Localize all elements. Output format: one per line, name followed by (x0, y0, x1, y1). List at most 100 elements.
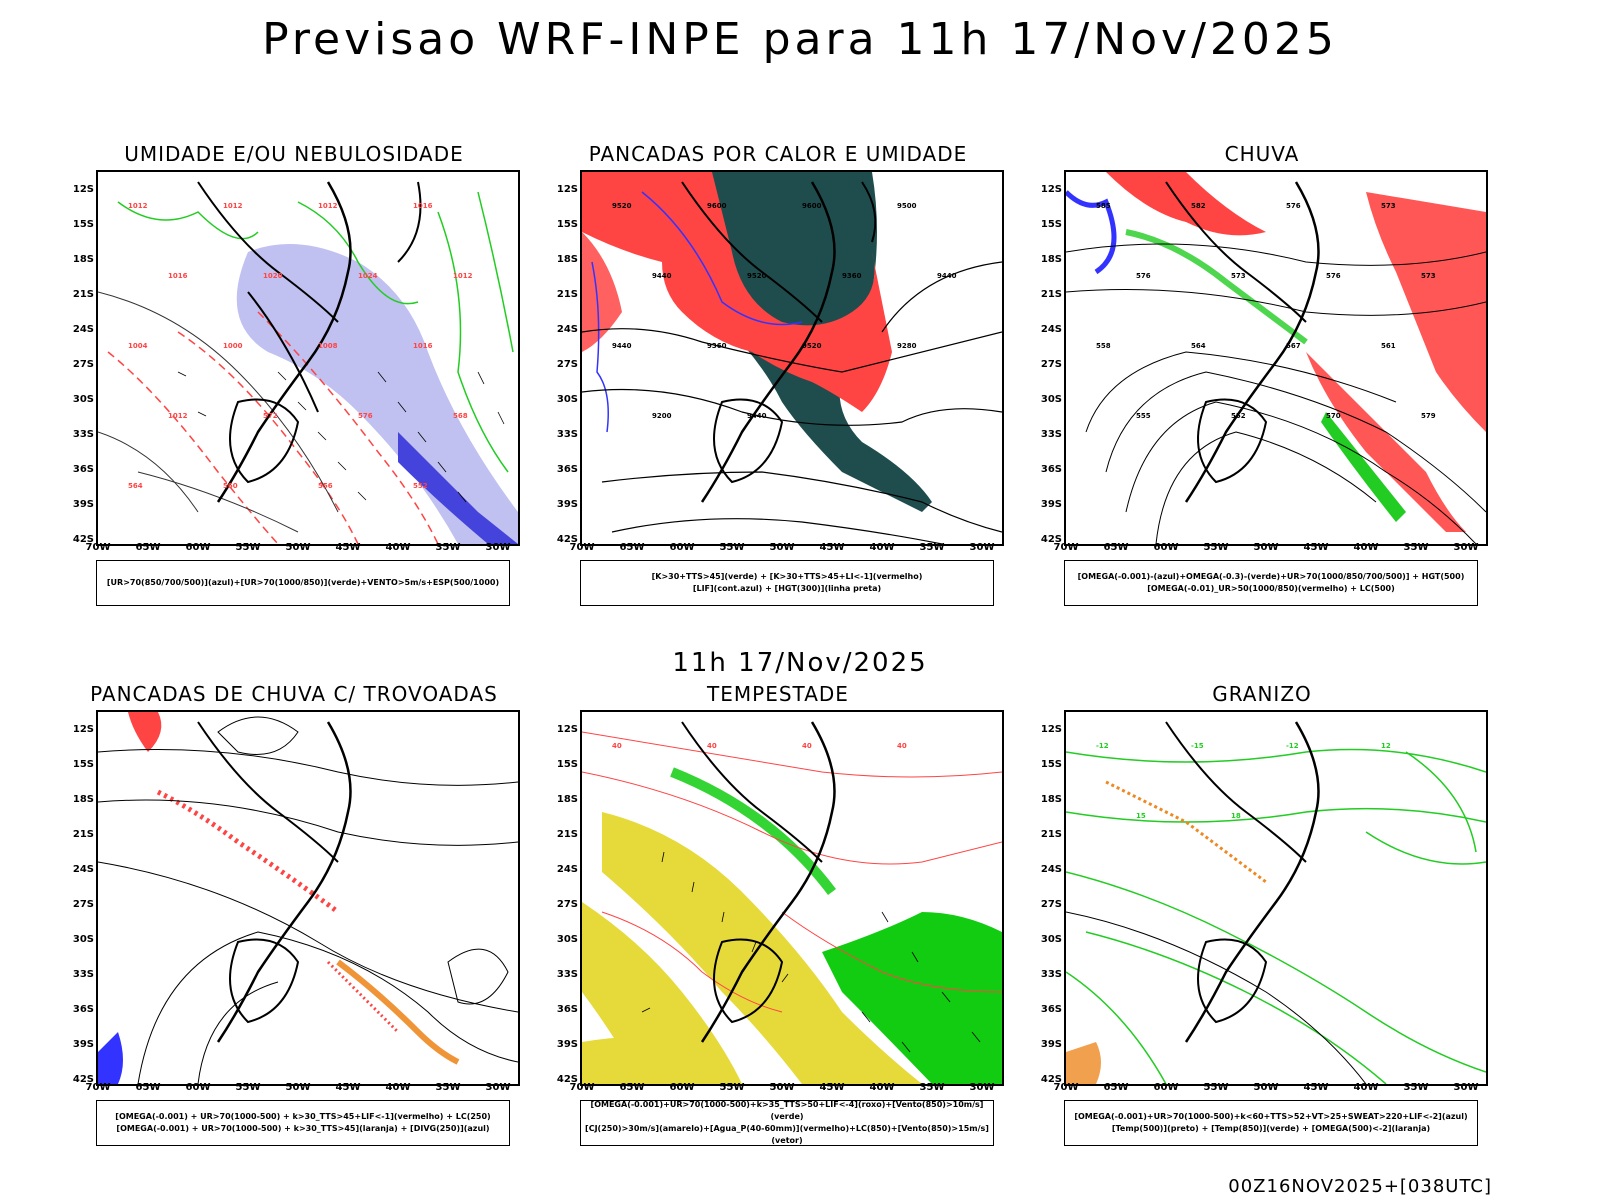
legend-line: [OMEGA(-0.001) + UR>70(1000-500) + k>30_… (115, 1112, 491, 1121)
contour-label: 564 (128, 482, 143, 490)
lon-tick-label: 65W (619, 1082, 645, 1093)
lat-tick-label: 15S (1040, 759, 1062, 770)
contour-label: 552 (413, 482, 428, 490)
lon-tick-label: 60W (669, 1082, 695, 1093)
lon-tick-label: 35W (1403, 1082, 1429, 1093)
lon-tick-label: 40W (385, 1082, 411, 1093)
contour-label: 585 (1096, 202, 1111, 210)
lat-tick-label: 39S (72, 1039, 94, 1050)
contour-label: 40 (897, 742, 907, 750)
lon-tick-label: 50W (1253, 542, 1279, 553)
lat-tick-label: 18S (556, 794, 578, 805)
lat-tick-label: 33S (72, 429, 94, 440)
lat-tick-label: 21S (1040, 289, 1062, 300)
lat-tick-label: 21S (72, 829, 94, 840)
lon-tick-label: 50W (769, 1082, 795, 1093)
lon-axis: 70W 65W 60W 55W 50W 45W 40W 35W 30W (86, 1082, 520, 1096)
contour-label: 1024 (358, 272, 378, 280)
contour-label: 1012 (128, 202, 148, 210)
map-trovoadas (96, 710, 520, 1086)
lon-tick-label: 70W (1053, 542, 1079, 553)
lon-tick-label: 50W (285, 542, 311, 553)
contour-label: -12 (1096, 742, 1109, 750)
legend-line: [LIF](cont.azul) + [HGT(300)](linha pret… (692, 584, 882, 593)
lon-tick-label: 60W (185, 542, 211, 553)
lon-tick-label: 60W (1153, 542, 1179, 553)
lat-tick-label: 30S (72, 934, 94, 945)
legend-line: [Temp(500)](preto) + [Temp(850)](verde) … (1111, 1124, 1431, 1133)
lat-tick-label: 39S (556, 499, 578, 510)
lat-tick-label: 33S (556, 429, 578, 440)
lat-tick-label: 30S (1040, 934, 1062, 945)
map-chuva: 585 582 576 573 576 573 576 573 558 564 567 561 555 5… (1064, 170, 1488, 546)
map-granizo: -12 -15 -12 12 15 18 (1064, 710, 1488, 1086)
lat-tick-label: 18S (556, 254, 578, 265)
lat-tick-label: 15S (72, 219, 94, 230)
lat-tick-label: 39S (72, 499, 94, 510)
lon-tick-label: 45W (819, 1082, 845, 1093)
lat-tick-label: 33S (1040, 429, 1062, 440)
contour-label: 9440 (652, 272, 672, 280)
legend-line: [OMEGA(-0.001)+UR>70(1000-500)+k>35_TTS>… (590, 1100, 984, 1121)
panel-title: GRANIZO (1212, 682, 1312, 706)
lat-tick-label: 21S (556, 289, 578, 300)
lon-tick-label: 60W (669, 542, 695, 553)
contour-label: 573 (1381, 202, 1396, 210)
contour-label: 1012 (318, 202, 338, 210)
lon-tick-label: 50W (285, 1082, 311, 1093)
lon-tick-label: 30W (485, 1082, 511, 1093)
lon-tick-label: 65W (135, 542, 161, 553)
contour-label: 9500 (897, 202, 917, 210)
lon-tick-label: 65W (135, 1082, 161, 1093)
contour-label: 40 (707, 742, 717, 750)
lat-tick-label: 36S (72, 1004, 94, 1015)
lon-tick-label: 40W (1353, 1082, 1379, 1093)
lat-tick-label: 21S (72, 289, 94, 300)
lon-tick-label: 45W (819, 542, 845, 553)
contour-label: 1020 (263, 272, 283, 280)
contour-label: 573 (1421, 272, 1436, 280)
contour-label: 40 (802, 742, 812, 750)
lon-tick-label: 30W (1453, 1082, 1479, 1093)
contour-label: 555 (1136, 412, 1151, 420)
contour-label: 1016 (168, 272, 188, 280)
lat-tick-label: 12S (556, 724, 578, 735)
lat-tick-label: 27S (556, 899, 578, 910)
lat-tick-label: 30S (556, 934, 578, 945)
legend-line: [CJ(250)>30m/s](amarelo)+[Agua_P(40-60mm… (585, 1124, 989, 1145)
lon-tick-label: 30W (969, 1082, 995, 1093)
panel-tempestade: TEMPESTADE 40 40 40 40 [OMEGA (528, 682, 1028, 1152)
lat-tick-label: 12S (72, 724, 94, 735)
lon-tick-label: 60W (185, 1082, 211, 1093)
valid-time-label: 11h 17/Nov/2025 (672, 648, 928, 678)
contour-label: 572 (263, 412, 278, 420)
run-id-label: 00Z16NOV2025+[038UTC] (1228, 1176, 1492, 1197)
lat-tick-label: 36S (1040, 464, 1062, 475)
lat-tick-label: 33S (556, 969, 578, 980)
lon-tick-label: 45W (335, 1082, 361, 1093)
lon-tick-label: 65W (1103, 1082, 1129, 1093)
lon-axis: 70W 65W 60W 55W 50W 45W 40W 35W 30W (1054, 1082, 1488, 1096)
contour-label: 576 (1326, 272, 1341, 280)
contour-label: 561 (1381, 342, 1396, 350)
contour-label: 9440 (612, 342, 632, 350)
lon-tick-label: 55W (1203, 542, 1229, 553)
lat-tick-label: 18S (72, 254, 94, 265)
lon-tick-label: 45W (1303, 1082, 1329, 1093)
lon-axis: 70W 65W 60W 55W 50W 45W 40W 35W 30W (570, 1082, 1004, 1096)
panel-pancadas-calor: PANCADAS POR CALOR E UMIDADE 9520 9600 960… (528, 142, 1028, 612)
lon-tick-label: 45W (335, 542, 361, 553)
lat-tick-label: 12S (1040, 184, 1062, 195)
lon-axis: 70W 65W 60W 55W 50W 45W 40W 35W 30W (86, 542, 520, 556)
lat-tick-label: 42S (1040, 1074, 1062, 1085)
contour-label: 558 (1096, 342, 1111, 350)
legend-line: [OMEGA(-0.01)_UR>50(1000/850)(vermelho) … (1147, 584, 1395, 593)
contour-label: 576 (1136, 272, 1151, 280)
lat-tick-label: 24S (556, 324, 578, 335)
lon-tick-label: 55W (719, 1082, 745, 1093)
contour-label: 1016 (413, 202, 433, 210)
panel-title: PANCADAS POR CALOR E UMIDADE (588, 142, 968, 166)
panel-legend: [UR>70(850/700/500)](azul)+[UR>70(1000/8… (96, 560, 510, 606)
lat-tick-label: 21S (556, 829, 578, 840)
lat-tick-label: 24S (72, 324, 94, 335)
